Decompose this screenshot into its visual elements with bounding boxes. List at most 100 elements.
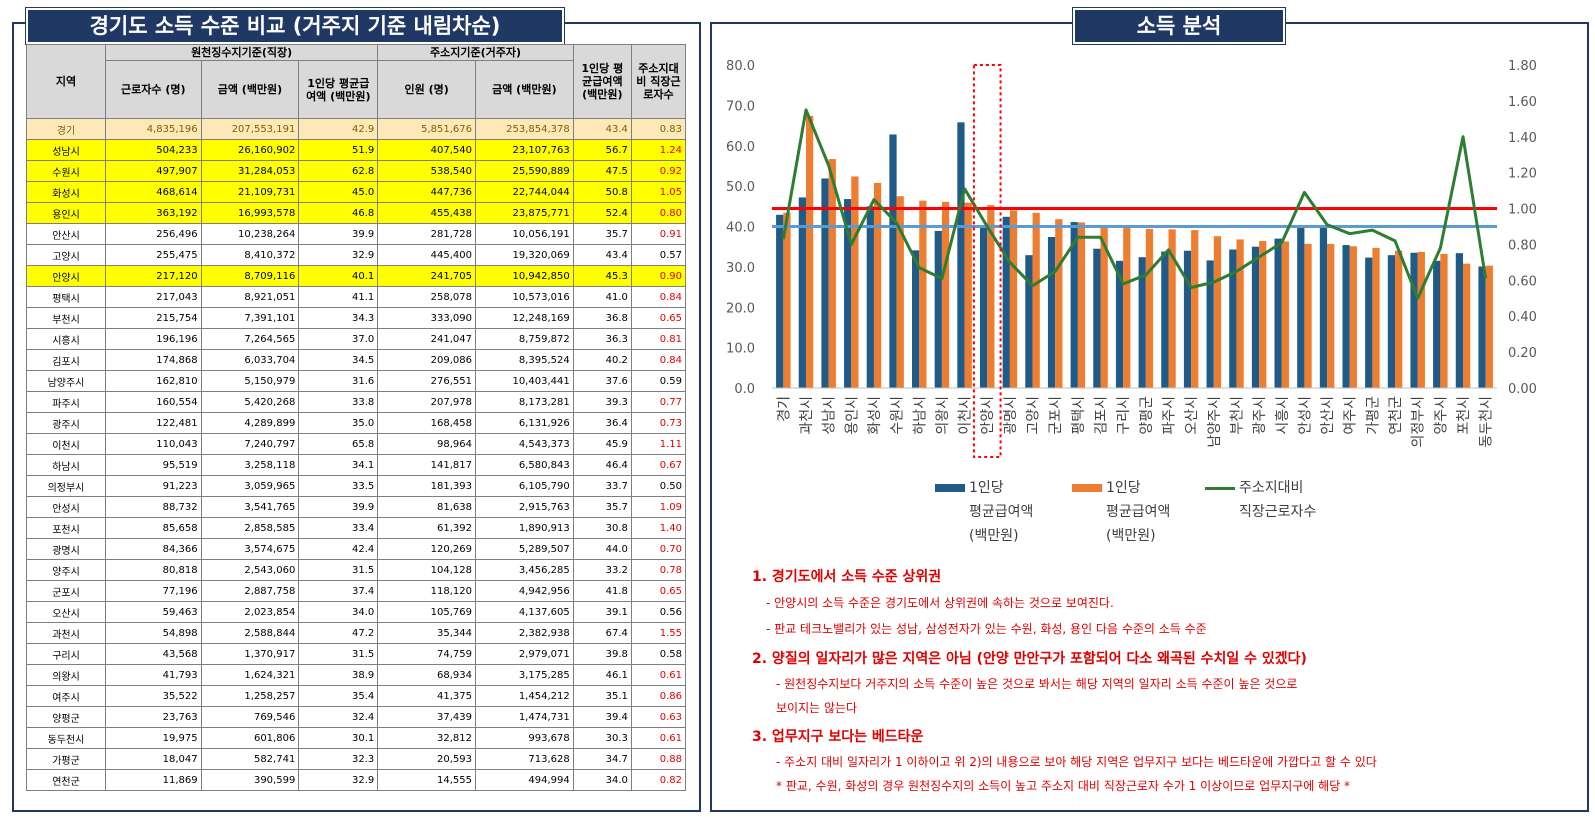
table-row: 하남시 95,519 3,258,118 34.1 141,817 6,580,843 46… xyxy=(26,454,687,476)
note-heading: 3. 업무지구 보다는 베드타운 xyxy=(752,729,924,745)
table-cell: 40.1 xyxy=(298,265,379,287)
x-tick-label: 안산시 xyxy=(1320,396,1336,435)
y2-tick-label: 0.80 xyxy=(1508,238,1537,253)
bar-workplace xyxy=(1025,255,1033,388)
bar-workplace xyxy=(1433,260,1441,388)
table-cell: 21,109,731 xyxy=(200,181,300,203)
header-avg-workplace: 1인당 평균급여액 (백만원) xyxy=(298,60,379,119)
y-tick-label: 80.0 xyxy=(726,59,755,74)
header-group-workplace: 원천징수지기준(직장) xyxy=(104,44,379,61)
bar-residence xyxy=(1349,246,1357,388)
table-cell: 23,107,763 xyxy=(475,139,574,161)
bar-workplace xyxy=(1206,260,1214,388)
table-body: 경기 4,835,196 207,553,191 42.9 5,851,676 253,8… xyxy=(26,118,687,791)
bar-residence xyxy=(1395,250,1403,388)
y-tick-label: 70.0 xyxy=(726,99,755,114)
table-cell: 390,599 xyxy=(200,769,300,791)
table-cell: 25,590,889 xyxy=(475,160,574,182)
bar-residence xyxy=(1417,251,1425,388)
table-cell: 46.8 xyxy=(298,202,379,224)
legend-item-line: 주소지대비 직장근로자수 xyxy=(1205,476,1316,524)
bar-residence xyxy=(1191,230,1199,388)
x-tick-label: 경기 xyxy=(776,396,792,422)
table-cell: 468,614 xyxy=(104,181,202,203)
note-line: - 판교 테크노밸리가 있는 성남, 삼성전자가 있는 수원, 화성, 용인 다… xyxy=(766,622,1207,636)
x-tick-label: 시흥시 xyxy=(1275,396,1291,435)
note-line: * 판교, 수원, 화성의 경우 원천징수지의 소득이 높고 주소지 대비 직장… xyxy=(776,779,1351,793)
table-cell: 0.92 xyxy=(630,160,687,182)
bar-residence xyxy=(1281,241,1290,388)
legend-line-line1: 주소지대비 xyxy=(1239,480,1304,496)
bar-residence xyxy=(1485,265,1493,388)
x-tick-label: 광주시 xyxy=(1252,396,1268,435)
x-tick-label: 안성시 xyxy=(1297,396,1313,435)
y2-tick-label: 1.00 xyxy=(1508,203,1537,218)
y2-tick-label: 0.60 xyxy=(1508,274,1537,289)
legend-bar1-line2: 평균급여액 xyxy=(969,504,1034,520)
x-tick-label: 성남시 xyxy=(822,396,838,435)
table-cell: 14,555 xyxy=(377,769,476,791)
bar-workplace xyxy=(889,134,897,388)
bar-workplace xyxy=(1455,253,1464,388)
table-cell: 0.63 xyxy=(630,706,687,728)
table-cell: 1.24 xyxy=(630,139,687,161)
legend-bar2-line3: (백만원) xyxy=(1106,528,1156,544)
x-tick-label: 동두천시 xyxy=(1479,396,1495,448)
bar-residence xyxy=(873,182,882,388)
bar-workplace xyxy=(1047,236,1056,388)
table-row: 과천시 54,898 2,588,844 47.2 35,344 2,382,938 67.… xyxy=(26,622,687,644)
x-tick-label: 의왕시 xyxy=(935,396,951,435)
cell-region: 용인시 xyxy=(26,202,106,224)
cell-region: 연천군 xyxy=(26,769,106,791)
bar-residence xyxy=(1236,239,1244,388)
bar-residence xyxy=(1145,228,1154,388)
bar-residence xyxy=(1032,212,1040,388)
table-cell: 22,744,044 xyxy=(475,181,574,203)
table-cell: 43.4 xyxy=(572,244,632,266)
note-line: - 안양시의 소득 수준은 경기도에서 상위권에 속하는 것으로 보여진다. xyxy=(766,596,1114,610)
y-tick-label: 30.0 xyxy=(726,261,755,276)
bar-residence xyxy=(1055,219,1063,388)
table-row: 구리시 43,568 1,370,917 31.5 74,759 2,979,071 39.… xyxy=(26,643,687,665)
cell-region: 경기 xyxy=(26,118,106,140)
table-cell: 47.5 xyxy=(572,160,632,182)
y2-tick-label: 1.20 xyxy=(1508,167,1537,182)
x-tick-label: 이천시 xyxy=(958,396,974,435)
y2-tick-label: 1.80 xyxy=(1508,59,1537,74)
x-tick-label: 파주시 xyxy=(1161,396,1177,435)
table-row: 성남시 504,233 26,160,902 51.9 407,540 23,107,76… xyxy=(26,139,687,161)
bar-workplace xyxy=(1138,257,1146,388)
table-cell: 207,553,191 xyxy=(200,118,300,140)
y-tick-label: 10.0 xyxy=(726,342,755,357)
legend-swatch-line xyxy=(1205,486,1235,490)
table-row: 고양시 255,475 8,410,372 32.9 445,400 19,320,069… xyxy=(26,244,687,266)
chart-title: 소득 분석 xyxy=(1072,7,1286,45)
cell-region: 화성시 xyxy=(26,181,106,203)
table-cell: 0.80 xyxy=(630,202,687,224)
table-row: 가평군 18,047 582,741 32.3 20,593 713,628 34.7 0.8… xyxy=(26,748,687,770)
y2-tick-label: 1.40 xyxy=(1508,131,1537,146)
legend-swatch-bar1 xyxy=(935,484,965,492)
bar-residence xyxy=(1463,263,1471,388)
cell-region: 군포시 xyxy=(26,580,106,602)
table-cell: 62.8 xyxy=(298,160,379,182)
table-cell: 43.4 xyxy=(572,118,632,140)
x-tick-label: 수원시 xyxy=(890,396,906,435)
x-tick-label: 과천시 xyxy=(799,396,815,435)
table-cell: 447,736 xyxy=(377,181,476,203)
x-tick-label: 구리시 xyxy=(1116,396,1132,435)
table-row: 남양주시 162,810 5,150,979 31.6 276,551 10,403,44… xyxy=(26,370,687,392)
bar-workplace xyxy=(1319,226,1328,388)
bar-workplace xyxy=(1002,216,1010,388)
x-tick-label: 남양주시 xyxy=(1207,396,1223,448)
table-cell: 32.9 xyxy=(298,769,379,791)
bar-workplace xyxy=(1251,246,1260,388)
legend-bar1-line3: (백만원) xyxy=(969,528,1019,544)
bar-residence xyxy=(851,176,859,388)
bar-workplace xyxy=(844,199,852,388)
x-tick-label: 광명시 xyxy=(1003,396,1019,435)
x-tick-label: 포천시 xyxy=(1456,396,1472,435)
x-tick-label: 고양시 xyxy=(1026,396,1042,435)
y-tick-label: 20.0 xyxy=(726,301,755,316)
